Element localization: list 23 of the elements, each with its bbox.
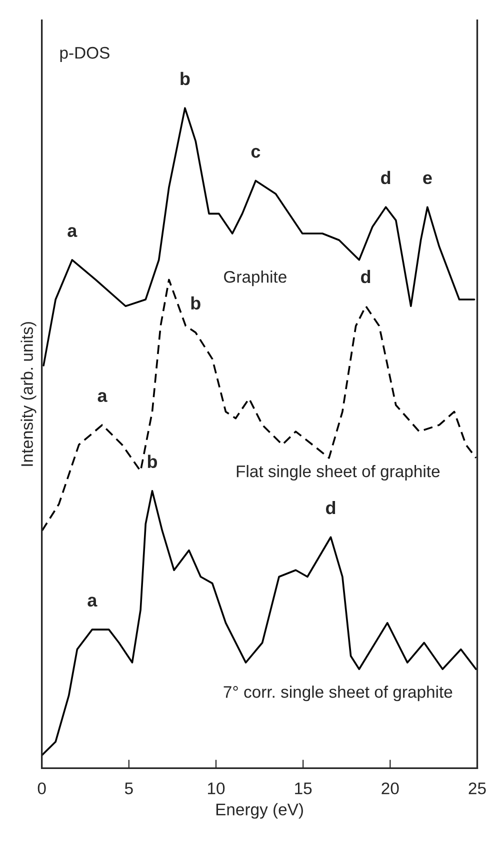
- x-axis-title: Energy (eV): [216, 803, 303, 819]
- x-tick-label: 0: [38, 782, 46, 794]
- annotation: c: [251, 148, 260, 158]
- series-label: 7° corr. single sheet of graphite: [224, 686, 452, 702]
- text: Graphite: [224, 270, 286, 286]
- y-axis-title: Intensity (arb. units): [20, 322, 36, 466]
- series-label: Flat single sheet of graphite: [236, 464, 440, 481]
- annotation: a: [88, 596, 98, 607]
- x-tick-label: 20: [382, 782, 399, 794]
- annotation: b: [191, 296, 200, 310]
- text: p-DOS: [60, 46, 110, 62]
- x-tick-label: 25: [468, 782, 486, 794]
- annotation: e: [423, 174, 432, 184]
- annotation: a: [68, 227, 78, 237]
- annotation: b: [180, 72, 190, 86]
- x-tick-label: 10: [208, 782, 225, 794]
- annotation: a: [98, 392, 108, 402]
- annotation: d: [326, 500, 336, 514]
- x-tick-label: 15: [295, 782, 312, 794]
- annotation: d: [381, 170, 390, 184]
- x-tick-label: 5: [124, 782, 133, 794]
- annotation: d: [361, 270, 370, 284]
- annotation: b: [148, 454, 158, 468]
